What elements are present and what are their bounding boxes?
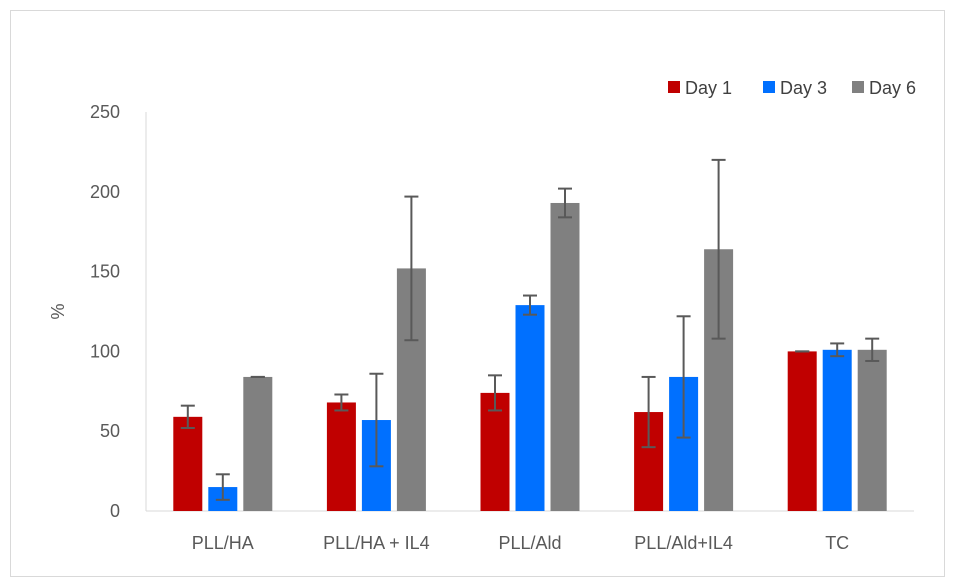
bar-day-6 <box>858 350 887 511</box>
bar-day-3 <box>823 350 852 511</box>
y-tick-label: 100 <box>90 341 120 361</box>
bar-day-6 <box>243 377 272 511</box>
legend-swatch <box>668 81 680 93</box>
legend-label: Day 6 <box>869 78 916 98</box>
legend-swatch <box>763 81 775 93</box>
bar-day-6 <box>551 203 580 511</box>
bar-day-1 <box>173 417 202 511</box>
legend: Day 1 Day 3 Day 6 <box>668 78 916 98</box>
x-tick-labels: PLL/HA PLL/HA + IL4 PLL/Ald PLL/Ald+IL4 TC <box>192 533 849 553</box>
legend-label: Day 3 <box>780 78 827 98</box>
y-tick-labels: 0 50 100 150 200 250 <box>90 102 120 521</box>
bar-day-3 <box>516 305 545 511</box>
y-axis-title: % <box>48 303 68 319</box>
x-tick-label: PLL/HA <box>192 533 254 553</box>
bar-day-1 <box>788 351 817 511</box>
x-tick-label: PLL/HA + IL4 <box>323 533 430 553</box>
legend-swatch <box>852 81 864 93</box>
y-tick-label: 0 <box>110 501 120 521</box>
y-tick-label: 150 <box>90 262 120 282</box>
bar-day-1 <box>327 402 356 511</box>
legend-label: Day 1 <box>685 78 732 98</box>
x-tick-label: TC <box>825 533 849 553</box>
bars <box>173 203 886 511</box>
x-tick-label: PLL/Ald <box>498 533 561 553</box>
x-tick-label: PLL/Ald+IL4 <box>634 533 733 553</box>
y-tick-label: 200 <box>90 182 120 202</box>
y-tick-label: 50 <box>100 421 120 441</box>
y-tick-label: 250 <box>90 102 120 122</box>
